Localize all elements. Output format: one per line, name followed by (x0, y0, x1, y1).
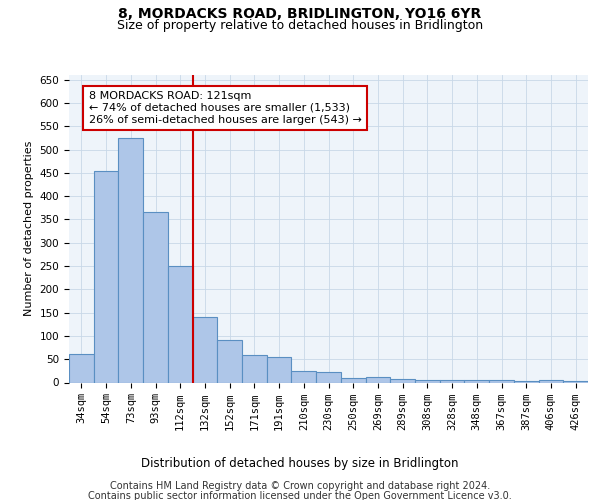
Bar (365, 377, 390, 382)
Bar (390, 379, 415, 382)
Bar (415, 380, 440, 382)
Text: Size of property relative to detached houses in Bridlington: Size of property relative to detached ho… (117, 18, 483, 32)
Text: 8, MORDACKS ROAD, BRIDLINGTON, YO16 6YR: 8, MORDACKS ROAD, BRIDLINGTON, YO16 6YR (118, 8, 482, 22)
Bar (563, 381, 588, 382)
Bar (464, 380, 489, 382)
Bar (143, 212, 168, 382)
Bar (118, 138, 143, 382)
Bar (94, 170, 118, 382)
Bar (242, 356, 267, 382)
Text: Contains public sector information licensed under the Open Government Licence v3: Contains public sector information licen… (88, 491, 512, 500)
Bar (440, 380, 464, 382)
Bar (69, 354, 94, 382)
Text: Distribution of detached houses by size in Bridlington: Distribution of detached houses by size … (141, 458, 459, 470)
Bar (267, 357, 292, 382)
Bar (217, 340, 242, 382)
Y-axis label: Number of detached properties: Number of detached properties (24, 141, 34, 316)
Bar (514, 381, 539, 382)
Bar (193, 318, 217, 382)
Text: 8 MORDACKS ROAD: 121sqm
← 74% of detached houses are smaller (1,533)
26% of semi: 8 MORDACKS ROAD: 121sqm ← 74% of detache… (89, 92, 362, 124)
Bar (539, 380, 563, 382)
Bar (341, 378, 365, 382)
Bar (168, 266, 193, 382)
Bar (489, 380, 514, 382)
Text: Contains HM Land Registry data © Crown copyright and database right 2024.: Contains HM Land Registry data © Crown c… (110, 481, 490, 491)
Bar (292, 371, 316, 382)
Bar (316, 372, 341, 382)
